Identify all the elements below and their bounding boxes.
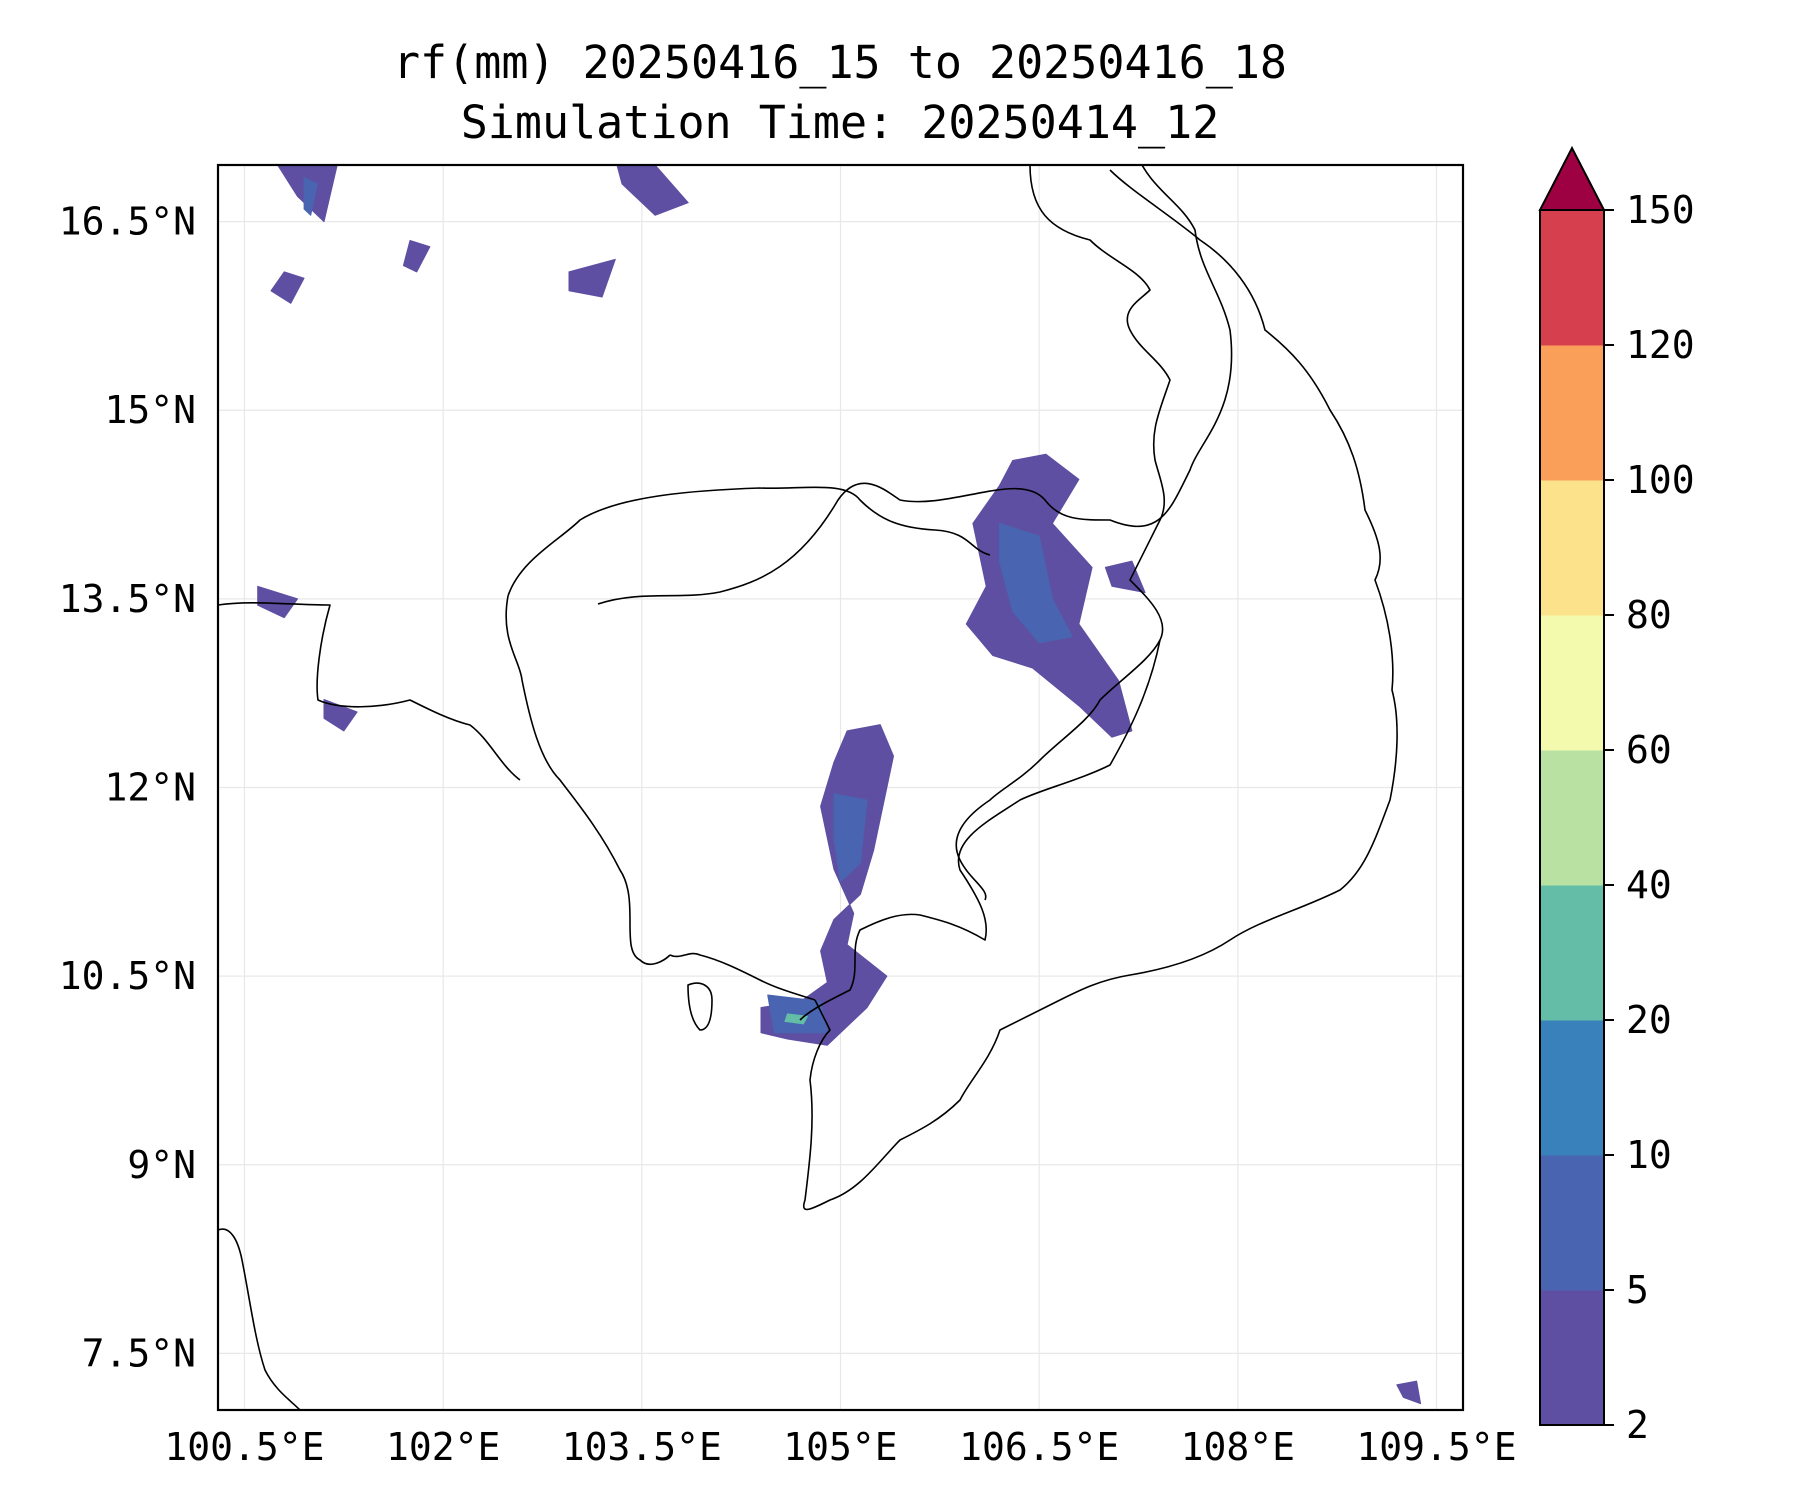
rain-area-laos-spot <box>1104 560 1146 594</box>
rain-area-kampot-core <box>767 994 828 1034</box>
cambodia-north-border <box>507 486 991 597</box>
colorbar-segment <box>1540 750 1604 886</box>
rain-area-north-thai-2 <box>568 258 616 298</box>
longitude-ticks: 100.5°E 102°E 103.5°E 105°E 106.5°E 108°E 109.… <box>164 1425 1516 1469</box>
lat-tick-label: 9°N <box>127 1143 196 1187</box>
mekong-delta-coast <box>803 999 1061 1211</box>
lon-tick-label: 102°E <box>386 1425 500 1469</box>
lat-tick-label: 10.5°N <box>59 954 196 998</box>
colorbar-level-label: 2 <box>1626 1403 1649 1447</box>
vietnam-coast <box>1059 169 1398 1001</box>
lat-tick-label: 15°N <box>104 388 196 432</box>
colorbar-segment <box>1540 210 1604 346</box>
latitude-ticks: 16.5°N 15°N 13.5°N 12°N 10.5°N 9°N 7.5°N <box>59 200 196 1376</box>
colorbar-extend-arrow <box>1538 145 1606 211</box>
rain-area-north-thai-core <box>303 177 318 216</box>
colorbar-segment <box>1540 480 1604 616</box>
lon-tick-label: 105°E <box>783 1425 897 1469</box>
chart-title-line2: Simulation Time: 20250414_12 <box>460 96 1220 149</box>
lat-tick-label: 12°N <box>104 766 196 810</box>
colorbar-level-label: 10 <box>1626 1133 1672 1177</box>
chart-title-line1: rf(mm) 20250416_15 to 20250416_18 <box>392 36 1288 89</box>
gulf-west-coast <box>218 601 521 781</box>
lat-tick-label: 16.5°N <box>59 200 196 244</box>
rain-area-north-thai-5 <box>402 240 431 273</box>
lon-tick-label: 108°E <box>1181 1425 1295 1469</box>
colorbar-level-label: 120 <box>1626 323 1695 367</box>
colorbar-segment <box>1540 345 1604 481</box>
rain-area-kampot-max <box>784 1013 808 1025</box>
lat-tick-label: 13.5°N <box>59 577 196 621</box>
rain-area-south-sea-spot <box>1396 1380 1422 1405</box>
map-frame <box>216 163 1465 1412</box>
colorbar-level-label: 80 <box>1626 593 1672 637</box>
colorbar-level-label: 60 <box>1626 728 1672 772</box>
lon-tick-label: 106.5°E <box>959 1425 1119 1469</box>
thailand-cambodia-border <box>597 165 1233 605</box>
lat-tick-label: 7.5°N <box>82 1331 196 1375</box>
rainfall-contours <box>257 165 1422 1405</box>
colorbar-segment <box>1540 615 1604 751</box>
rain-area-gulf-spot-2 <box>323 699 358 732</box>
rain-area-central-cambodia-core <box>833 793 868 883</box>
lon-tick-label: 109.5°E <box>1356 1425 1516 1469</box>
cambodia-vietnam-border <box>799 639 1161 1021</box>
coastlines-borders <box>218 165 1398 1410</box>
lon-tick-label: 100.5°E <box>164 1425 324 1469</box>
rain-area-north-thai-1 <box>616 165 689 216</box>
malay-coast <box>218 1228 301 1410</box>
colorbar: 2 5 10 20 40 60 80 100 120 150 <box>1538 145 1695 1447</box>
cambodia-coast <box>669 952 816 1001</box>
rain-area-northeast-cambodia-core <box>998 522 1073 644</box>
rain-area-north-thai-4 <box>270 271 305 304</box>
colorbar-segment <box>1540 1020 1604 1156</box>
rain-area-gulf-spot-1 <box>257 585 298 619</box>
colorbar-level-label: 20 <box>1626 998 1672 1042</box>
colorbar-level-label: 40 <box>1626 863 1672 907</box>
phu-quoc-island <box>687 982 713 1031</box>
cambodia-west-border <box>505 595 671 965</box>
colorbar-frame <box>1539 209 1605 1426</box>
colorbar-segment <box>1540 1155 1604 1291</box>
colorbar-level-label: 100 <box>1626 458 1695 502</box>
colorbar-segment <box>1540 1290 1604 1426</box>
laos-vietnam-border <box>955 165 1171 901</box>
lon-tick-label: 103.5°E <box>562 1425 722 1469</box>
colorbar-level-label: 150 <box>1626 188 1695 232</box>
colorbar-level-label: 5 <box>1626 1268 1649 1312</box>
colorbar-segment <box>1540 885 1604 1021</box>
